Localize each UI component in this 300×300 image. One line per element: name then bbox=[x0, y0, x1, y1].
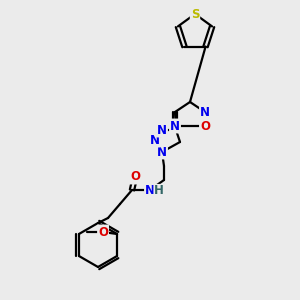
Text: N: N bbox=[150, 134, 160, 146]
Text: S: S bbox=[191, 8, 199, 20]
Text: O: O bbox=[130, 170, 140, 184]
Text: N: N bbox=[157, 124, 167, 136]
Text: O: O bbox=[98, 226, 108, 238]
Text: N: N bbox=[170, 119, 180, 133]
Text: N: N bbox=[145, 184, 155, 196]
Text: O: O bbox=[200, 119, 210, 133]
Text: H: H bbox=[154, 184, 164, 197]
Text: N: N bbox=[157, 146, 167, 158]
Text: N: N bbox=[200, 106, 210, 118]
